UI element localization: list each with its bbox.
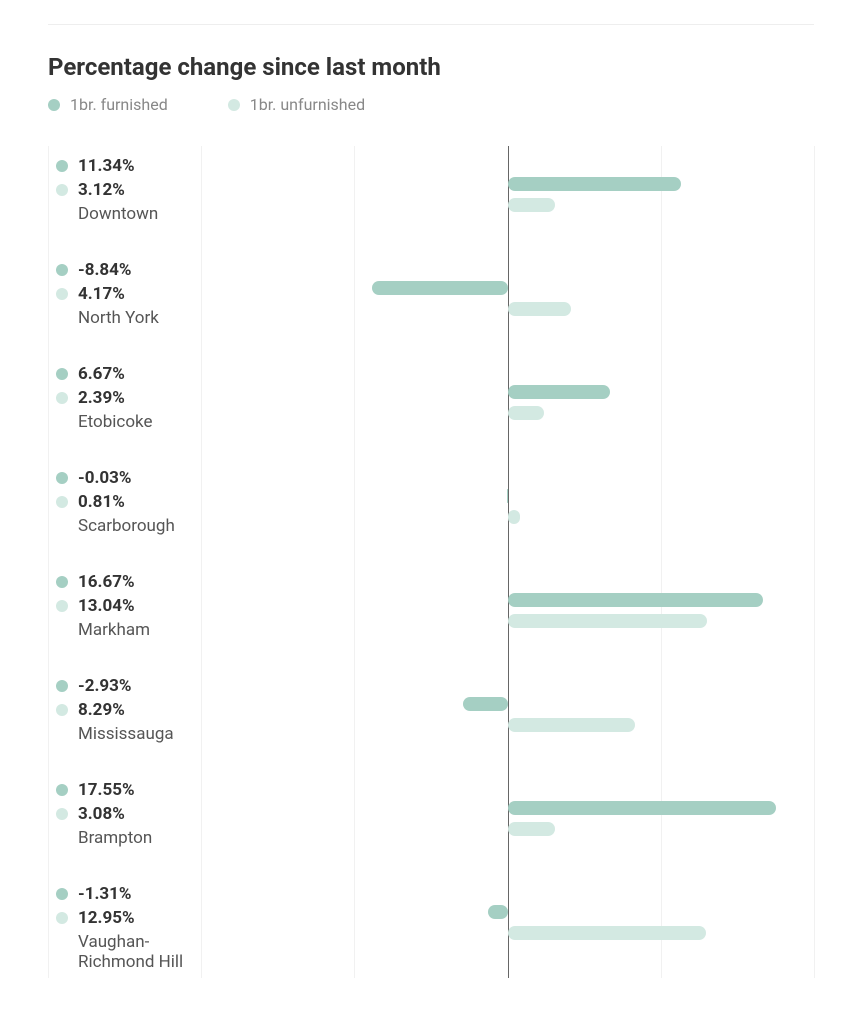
series-dot-icon [56,184,68,196]
bar-unfurnished [508,302,572,316]
value-row: 3.08% [48,804,208,824]
series-dot-icon [56,392,68,404]
value-row: 16.67% [48,572,208,592]
series-dot-icon [56,888,68,900]
value-label: 8.29% [78,700,125,720]
bar-unfurnished [508,718,635,732]
value-row: -2.93% [48,676,208,696]
bar-furnished [488,905,508,919]
value-label: 11.34% [78,156,135,176]
value-label: 4.17% [78,284,125,304]
series-dot-icon [56,264,68,276]
value-row: 8.29% [48,700,208,720]
series-dot-icon [56,472,68,484]
chart-title: Percentage change since last month [48,53,814,81]
value-row: 2.39% [48,388,208,408]
city-label: Scarborough [48,516,208,536]
legend-label: 1br. furnished [70,95,168,114]
bar-unfurnished [508,406,545,420]
value-label: 16.67% [78,572,135,592]
bar-furnished [372,281,507,295]
city-label: Mississauga [48,724,208,744]
chart-group: 6.67% 2.39% Etobicoke [48,354,814,458]
series-dot-icon [56,368,68,380]
legend: 1br. furnished 1br. unfurnished [48,95,814,114]
chart-group: -1.31% 12.95% Vaughan- Richmond Hill [48,874,814,978]
chart-group: -8.84% 4.17% North York [48,250,814,354]
bar-furnished [508,801,777,815]
chart-group: 17.55% 3.08% Brampton [48,770,814,874]
chart-group: 11.34% 3.12% Downtown [48,146,814,250]
value-label: 13.04% [78,596,135,616]
city-label: North York [48,308,208,328]
value-label: 12.95% [78,908,135,928]
bar-unfurnished [508,198,556,212]
city-label: Vaughan- Richmond Hill [48,932,208,972]
value-row: -8.84% [48,260,208,280]
chart-area: 11.34% 3.12% Downtown -8.84% 4.17% North York… [48,146,814,978]
series-dot-icon [56,288,68,300]
chart-group: -0.03% 0.81% Scarborough [48,458,814,562]
value-row: 17.55% [48,780,208,800]
value-row: 3.12% [48,180,208,200]
value-label: 3.08% [78,804,125,824]
legend-label: 1br. unfurnished [250,95,365,114]
legend-item-furnished: 1br. furnished [48,95,168,114]
city-label: Markham [48,620,208,640]
legend-item-unfurnished: 1br. unfurnished [228,95,365,114]
chart-groups: 11.34% 3.12% Downtown -8.84% 4.17% North York… [48,146,814,978]
series-dot-icon [56,912,68,924]
value-row: 0.81% [48,492,208,512]
value-label: 2.39% [78,388,125,408]
top-divider [48,24,814,25]
value-label: -8.84% [78,260,131,280]
legend-dot-icon [228,99,240,111]
value-row: 6.67% [48,364,208,384]
bar-furnished [463,697,508,711]
chart-group: 16.67% 13.04% Markham [48,562,814,666]
value-label: -2.93% [78,676,131,696]
series-dot-icon [56,160,68,172]
bar-unfurnished [508,822,555,836]
bar-unfurnished [508,510,520,524]
series-dot-icon [56,680,68,692]
legend-dot-icon [48,99,60,111]
series-dot-icon [56,600,68,612]
bar-furnished [508,177,682,191]
city-label: Etobicoke [48,412,208,432]
series-dot-icon [56,496,68,508]
value-row: 11.34% [48,156,208,176]
bar-unfurnished [508,926,706,940]
bar-furnished [508,593,763,607]
value-label: -1.31% [78,884,131,904]
value-label: 3.12% [78,180,125,200]
value-row: -1.31% [48,884,208,904]
series-dot-icon [56,784,68,796]
series-dot-icon [56,704,68,716]
city-label: Downtown [48,204,208,224]
series-dot-icon [56,808,68,820]
value-label: -0.03% [78,468,131,488]
value-row: 4.17% [48,284,208,304]
value-row: 12.95% [48,908,208,928]
chart-group: -2.93% 8.29% Mississauga [48,666,814,770]
value-label: 17.55% [78,780,135,800]
series-dot-icon [56,576,68,588]
city-label: Brampton [48,828,208,848]
bar-furnished [508,385,610,399]
value-label: 6.67% [78,364,125,384]
value-label: 0.81% [78,492,125,512]
value-row: -0.03% [48,468,208,488]
gridline [814,146,815,978]
value-row: 13.04% [48,596,208,616]
bar-unfurnished [508,614,708,628]
